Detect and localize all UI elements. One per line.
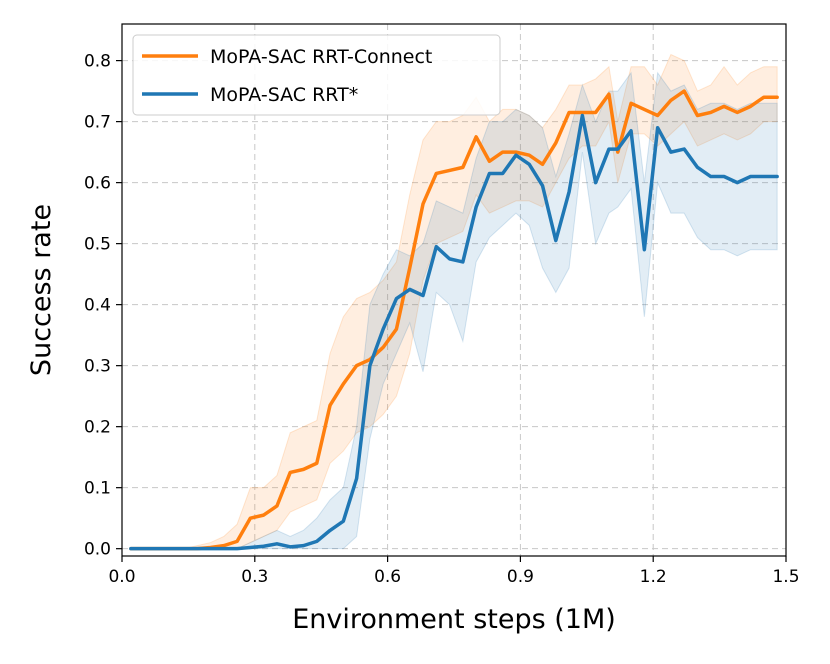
- y-tick-label: 0.0: [84, 540, 111, 560]
- plot-area-frame: [121, 23, 787, 557]
- y-tick-label: 0.2: [84, 418, 111, 438]
- x-tick-label: 1.5: [772, 567, 799, 587]
- confidence-bands: [130, 53, 778, 550]
- series-line-rrt-connect: [129, 89, 779, 551]
- y-axis-ticks: 0.0 0.1 0.2 0.3 0.4 0.5 0.6 0.7 0.8: [84, 52, 122, 560]
- band-rrt-connect: [130, 53, 778, 550]
- legend-label-rrt-star: MoPA-SAC RRT*: [210, 84, 358, 106]
- y-tick-label: 0.5: [84, 235, 111, 255]
- legend: MoPA-SAC RRT-Connect MoPA-SAC RRT*: [132, 34, 501, 116]
- y-axis-label: Success rate: [26, 204, 57, 376]
- legend-box: [132, 34, 501, 116]
- y-tick-label: 0.3: [84, 357, 111, 377]
- x-tick-label: 0.6: [374, 567, 401, 587]
- y-tick-label: 0.8: [84, 52, 111, 72]
- x-axis-label: Environment steps (1M): [292, 604, 616, 635]
- series-line-rrt-star: [129, 113, 779, 551]
- y-tick-label: 0.4: [84, 296, 111, 316]
- series-lines: [129, 89, 779, 551]
- x-tick-label: 0.3: [241, 567, 268, 587]
- x-tick-label: 0.9: [507, 567, 534, 587]
- y-tick-label: 0.1: [84, 479, 111, 499]
- y-tick-label: 0.7: [84, 113, 111, 133]
- x-tick-label: 1.2: [640, 567, 667, 587]
- x-tick-label: 0.0: [108, 567, 135, 587]
- legend-label-rrt-connect: MoPA-SAC RRT-Connect: [210, 46, 432, 68]
- x-axis-ticks: 0.0 0.3 0.6 0.9 1.2 1.5: [108, 556, 800, 587]
- y-tick-label: 0.6: [84, 174, 111, 194]
